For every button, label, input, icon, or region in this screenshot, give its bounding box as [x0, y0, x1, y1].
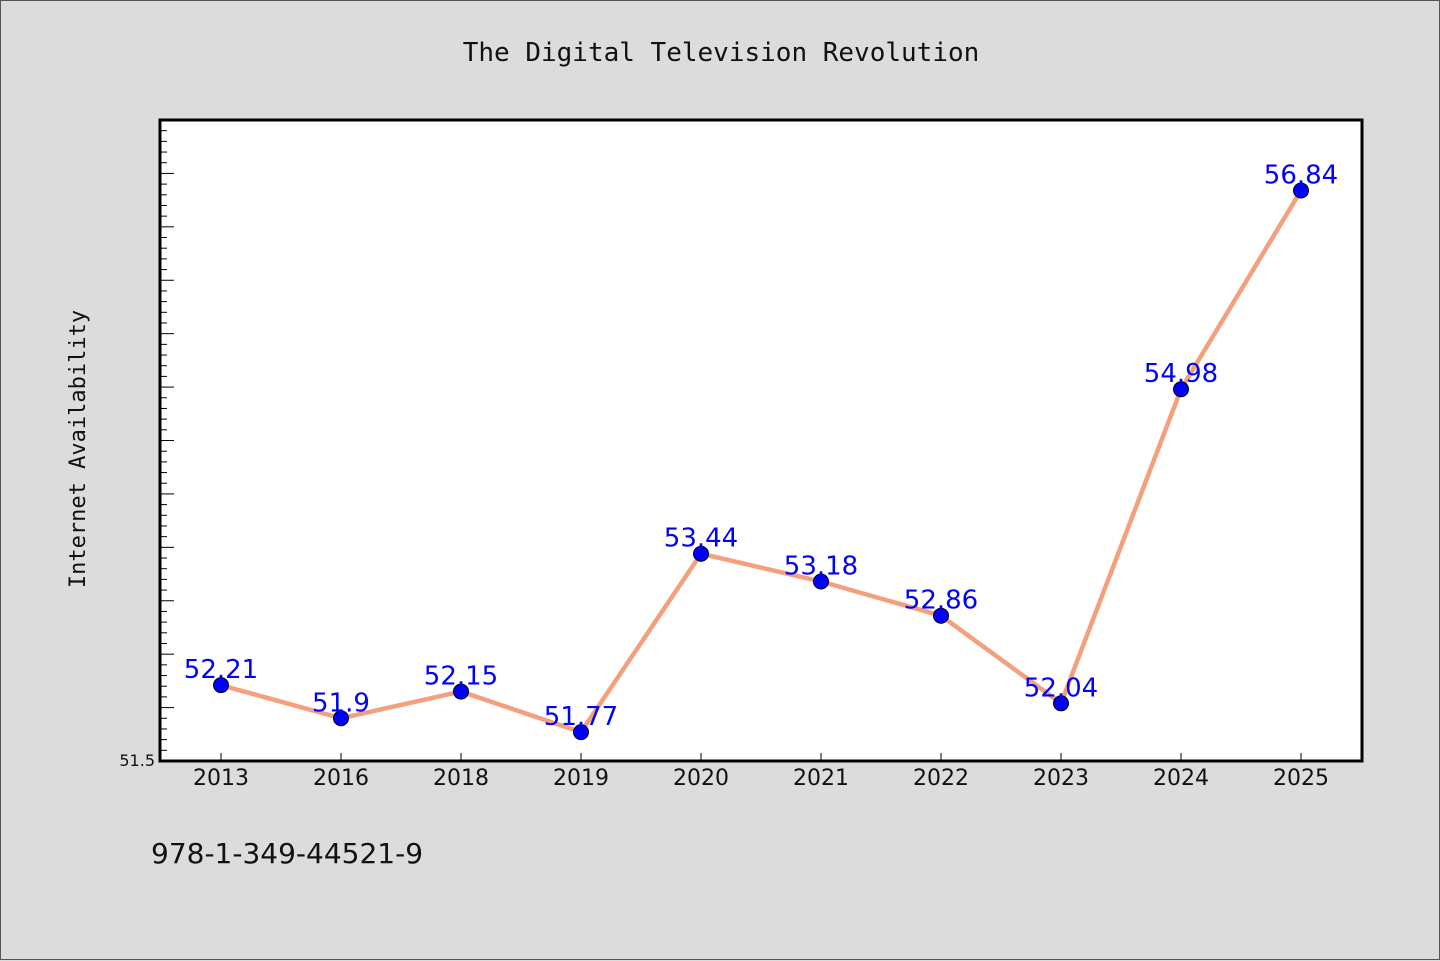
- data-point-marker: [693, 545, 709, 562]
- x-tick-label: 2021: [793, 766, 849, 791]
- data-labels: 52.21 51.9 52.15 51.77 53.44 53.18 52.86 52.04 5…: [184, 161, 1338, 733]
- data-label: 54.98: [1144, 359, 1218, 389]
- series-markers: [213, 182, 1309, 741]
- data-label: 52.15: [424, 662, 498, 692]
- x-axis-tick-labels: 2013 2016 2018 2019 2020 2021 2022 2023 2024 2025: [193, 766, 1329, 791]
- series-lines: [218, 188, 1304, 735]
- x-tick-label: 2022: [913, 766, 969, 791]
- data-label: 52.04: [1024, 673, 1098, 703]
- x-tick-label: 2016: [313, 766, 369, 791]
- x-tick-label: 2023: [1033, 766, 1089, 791]
- y-axis-label: Internet Availability: [66, 310, 91, 588]
- data-point-marker: [573, 724, 589, 741]
- data-label: 51.77: [544, 702, 618, 732]
- chart-title: The Digital Television Revolution: [463, 38, 980, 68]
- data-point-marker: [813, 573, 829, 590]
- data-label: 52.86: [904, 586, 978, 616]
- x-tick-label: 2020: [673, 766, 729, 791]
- data-label: 56.84: [1264, 161, 1338, 191]
- plot-area: [160, 120, 1362, 761]
- x-tick-label: 2025: [1273, 766, 1329, 791]
- y-axis-tick-labels: 51.5: [119, 751, 155, 770]
- data-point-marker: [1053, 695, 1069, 712]
- data-label: 52.21: [184, 655, 258, 685]
- series-line: [218, 188, 1304, 735]
- data-point-marker: [453, 683, 469, 700]
- data-label: 53.18: [784, 552, 858, 582]
- x-tick-label: 2013: [193, 766, 249, 791]
- data-point-marker: [1293, 182, 1309, 199]
- data-point-marker: [213, 677, 229, 694]
- data-label: 53.44: [664, 524, 738, 554]
- x-tick-label: 2019: [553, 766, 609, 791]
- x-tick-label: 2024: [1153, 766, 1209, 791]
- plot-border: [158, 118, 1364, 763]
- footnote-isbn: 978-1-349-44521-9: [151, 837, 423, 870]
- data-point-marker: [1173, 381, 1189, 398]
- data-point-marker: [933, 607, 949, 624]
- data-point-marker: [333, 710, 349, 727]
- x-tick-label: 2018: [433, 766, 489, 791]
- y-tick-label: 51.5: [119, 751, 155, 770]
- data-label: 51.9: [312, 688, 370, 718]
